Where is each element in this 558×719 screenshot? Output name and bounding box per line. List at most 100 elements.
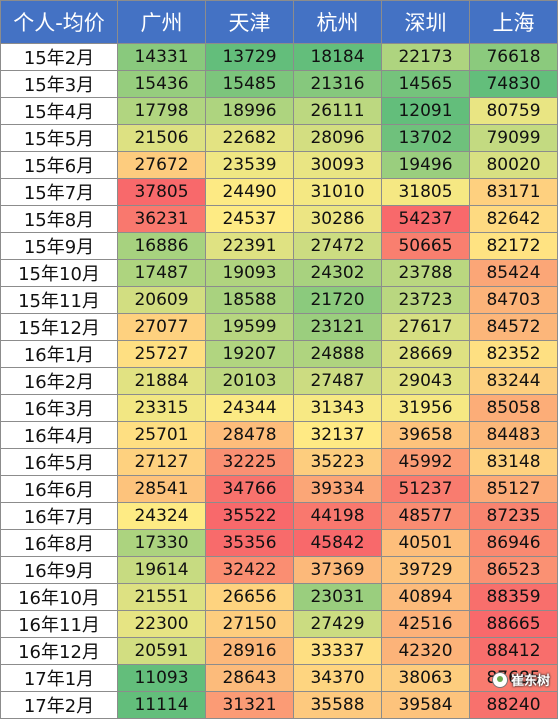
value-cell: 42516 <box>381 610 470 638</box>
column-header: 广州 <box>117 0 206 44</box>
value-cell: 31805 <box>381 178 470 206</box>
row-label: 15年10月 <box>0 259 118 287</box>
value-cell: 25701 <box>117 421 206 449</box>
header-row: 个人-均价 广州 天津 杭州 深圳 上海 <box>0 0 558 44</box>
value-cell: 28643 <box>205 664 294 692</box>
table-row: 16年6月 28541 34766 39334 51237 85127 <box>0 475 558 503</box>
row-label: 15年7月 <box>0 178 118 206</box>
table-row: 15年5月 21506 22682 28096 13702 79099 <box>0 124 558 152</box>
value-cell: 35588 <box>293 691 382 719</box>
value-cell: 45992 <box>381 448 470 476</box>
value-cell: 28669 <box>381 340 470 368</box>
value-cell: 88359 <box>469 583 558 611</box>
table-row: 16年1月 25727 19207 24888 28669 82352 <box>0 340 558 368</box>
value-cell: 27672 <box>117 151 206 179</box>
value-cell: 21720 <box>293 286 382 314</box>
row-label: 15年5月 <box>0 124 118 152</box>
value-cell: 30093 <box>293 151 382 179</box>
value-cell: 25727 <box>117 340 206 368</box>
value-cell: 27077 <box>117 313 206 341</box>
value-cell: 18588 <box>205 286 294 314</box>
value-cell: 31010 <box>293 178 382 206</box>
table-row: 16年3月 23315 24344 31343 31956 85058 <box>0 394 558 422</box>
row-label: 15年11月 <box>0 286 118 314</box>
table-row: 16年4月 25701 28478 32137 39658 84483 <box>0 421 558 449</box>
value-cell: 22391 <box>205 232 294 260</box>
table-row: 15年10月 17487 19093 24302 23788 85424 <box>0 259 558 287</box>
row-label: 15年8月 <box>0 205 118 233</box>
row-label: 16年1月 <box>0 340 118 368</box>
table-body: 15年2月 14331 13729 18184 22173 76618 15年3月 15436… <box>0 43 558 719</box>
value-cell: 32137 <box>293 421 382 449</box>
column-header: 天津 <box>205 0 294 44</box>
value-cell: 23723 <box>381 286 470 314</box>
value-cell: 32422 <box>205 556 294 584</box>
value-cell: 31343 <box>293 394 382 422</box>
value-cell: 85058 <box>469 394 558 422</box>
value-cell: 44198 <box>293 502 382 530</box>
table-row: 16年9月 19614 32422 37369 39729 86523 <box>0 556 558 584</box>
value-cell: 23121 <box>293 313 382 341</box>
value-cell: 20103 <box>205 367 294 395</box>
value-cell: 29043 <box>381 367 470 395</box>
value-cell: 13702 <box>381 124 470 152</box>
value-cell: 17798 <box>117 97 206 125</box>
value-cell: 19207 <box>205 340 294 368</box>
table-row: 17年2月 11114 31321 35588 39584 88240 <box>0 691 558 719</box>
value-cell: 27429 <box>293 610 382 638</box>
value-cell: 21884 <box>117 367 206 395</box>
value-cell: 15436 <box>117 70 206 98</box>
value-cell: 15485 <box>205 70 294 98</box>
value-cell: 11093 <box>117 664 206 692</box>
value-cell: 27487 <box>293 367 382 395</box>
row-label: 16年4月 <box>0 421 118 449</box>
column-header: 深圳 <box>381 0 470 44</box>
value-cell: 35356 <box>205 529 294 557</box>
value-cell: 13729 <box>205 43 294 71</box>
value-cell: 24344 <box>205 394 294 422</box>
row-label: 16年7月 <box>0 502 118 530</box>
table-row: 16年7月 24324 35522 44198 48577 87235 <box>0 502 558 530</box>
value-cell: 86523 <box>469 556 558 584</box>
value-cell: 19093 <box>205 259 294 287</box>
value-cell: 32225 <box>205 448 294 476</box>
value-cell: 37805 <box>117 178 206 206</box>
row-label: 15年3月 <box>0 70 118 98</box>
row-label: 15年4月 <box>0 97 118 125</box>
value-cell: 20591 <box>117 637 206 665</box>
value-cell: 12091 <box>381 97 470 125</box>
value-cell: 26656 <box>205 583 294 611</box>
row-label: 16年2月 <box>0 367 118 395</box>
value-cell: 23539 <box>205 151 294 179</box>
table-row: 15年7月 37805 24490 31010 31805 83171 <box>0 178 558 206</box>
row-label: 15年12月 <box>0 313 118 341</box>
value-cell: 19614 <box>117 556 206 584</box>
value-cell: 83171 <box>469 178 558 206</box>
row-label: 16年6月 <box>0 475 118 503</box>
value-cell: 40501 <box>381 529 470 557</box>
value-cell: 30286 <box>293 205 382 233</box>
value-cell: 88665 <box>469 610 558 638</box>
value-cell: 24302 <box>293 259 382 287</box>
table-row: 15年9月 16886 22391 27472 50665 82172 <box>0 232 558 260</box>
value-cell: 19496 <box>381 151 470 179</box>
value-cell: 22300 <box>117 610 206 638</box>
value-cell: 82172 <box>469 232 558 260</box>
value-cell: 27617 <box>381 313 470 341</box>
table-row: 16年10月 21551 26656 23031 40894 88359 <box>0 583 558 611</box>
row-label: 16年3月 <box>0 394 118 422</box>
value-cell: 84483 <box>469 421 558 449</box>
value-cell: 84703 <box>469 286 558 314</box>
value-cell: 83148 <box>469 448 558 476</box>
value-cell: 11114 <box>117 691 206 719</box>
value-cell: 40894 <box>381 583 470 611</box>
value-cell: 39729 <box>381 556 470 584</box>
value-cell: 26111 <box>293 97 382 125</box>
value-cell: 27150 <box>205 610 294 638</box>
value-cell: 17330 <box>117 529 206 557</box>
value-cell: 39334 <box>293 475 382 503</box>
row-label: 15年6月 <box>0 151 118 179</box>
value-cell: 74830 <box>469 70 558 98</box>
value-cell: 28541 <box>117 475 206 503</box>
